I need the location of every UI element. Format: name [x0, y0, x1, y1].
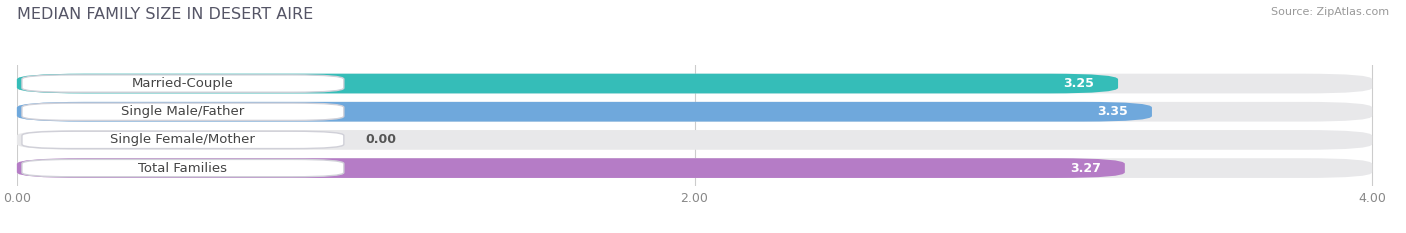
Text: Single Female/Mother: Single Female/Mother: [111, 134, 256, 146]
Text: 3.35: 3.35: [1098, 105, 1128, 118]
Text: Married-Couple: Married-Couple: [132, 77, 233, 90]
Text: Total Families: Total Families: [138, 161, 228, 175]
FancyBboxPatch shape: [22, 103, 344, 120]
Text: 0.00: 0.00: [366, 134, 396, 146]
FancyBboxPatch shape: [17, 74, 1372, 93]
FancyBboxPatch shape: [17, 102, 1152, 122]
Text: MEDIAN FAMILY SIZE IN DESERT AIRE: MEDIAN FAMILY SIZE IN DESERT AIRE: [17, 7, 314, 22]
FancyBboxPatch shape: [17, 74, 1118, 93]
FancyBboxPatch shape: [17, 130, 1372, 150]
Text: Single Male/Father: Single Male/Father: [121, 105, 245, 118]
Text: 3.27: 3.27: [1070, 161, 1101, 175]
Text: Source: ZipAtlas.com: Source: ZipAtlas.com: [1271, 7, 1389, 17]
FancyBboxPatch shape: [17, 158, 1125, 178]
FancyBboxPatch shape: [17, 158, 1372, 178]
FancyBboxPatch shape: [22, 75, 344, 92]
FancyBboxPatch shape: [17, 102, 1372, 122]
FancyBboxPatch shape: [22, 159, 344, 177]
Text: 3.25: 3.25: [1063, 77, 1094, 90]
FancyBboxPatch shape: [22, 131, 344, 149]
